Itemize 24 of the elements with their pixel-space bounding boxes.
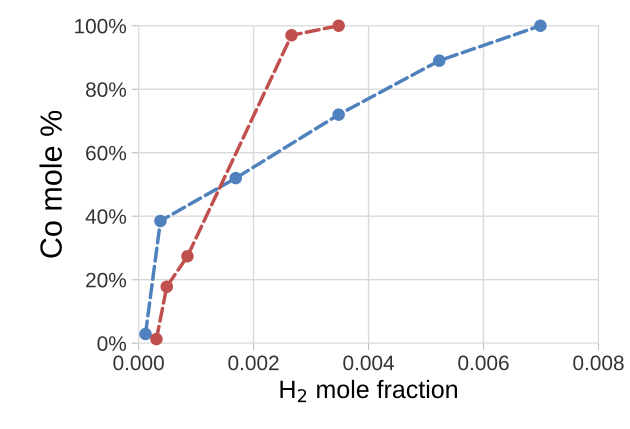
y-tick-label: 0% — [98, 336, 126, 351]
x-tick-label: 0.004 — [343, 356, 394, 370]
y-axis-title: Co mole % — [39, 110, 62, 258]
point — [433, 54, 446, 67]
point — [332, 108, 345, 121]
x-axis-title: H$_{2}$ mole fraction — [280, 380, 457, 402]
point — [285, 29, 298, 42]
x-tick-label: 0.002 — [228, 356, 279, 370]
y-tick-label: 80% — [86, 82, 126, 97]
point — [332, 19, 345, 32]
point — [160, 280, 174, 293]
point — [230, 172, 242, 184]
x-tick-label: 0.000 — [113, 356, 164, 370]
point — [154, 214, 167, 228]
y-tick-label: 40% — [86, 209, 126, 224]
y-tick-label: 20% — [86, 272, 126, 288]
point — [181, 250, 194, 262]
y-tick-label: 100% — [75, 18, 126, 34]
x-tick-label: 0.006 — [458, 356, 509, 370]
point — [139, 328, 152, 340]
y-tick-label: 60% — [86, 146, 126, 160]
point — [534, 19, 547, 32]
x-tick-label: 0.008 — [573, 356, 624, 370]
point — [150, 332, 163, 346]
